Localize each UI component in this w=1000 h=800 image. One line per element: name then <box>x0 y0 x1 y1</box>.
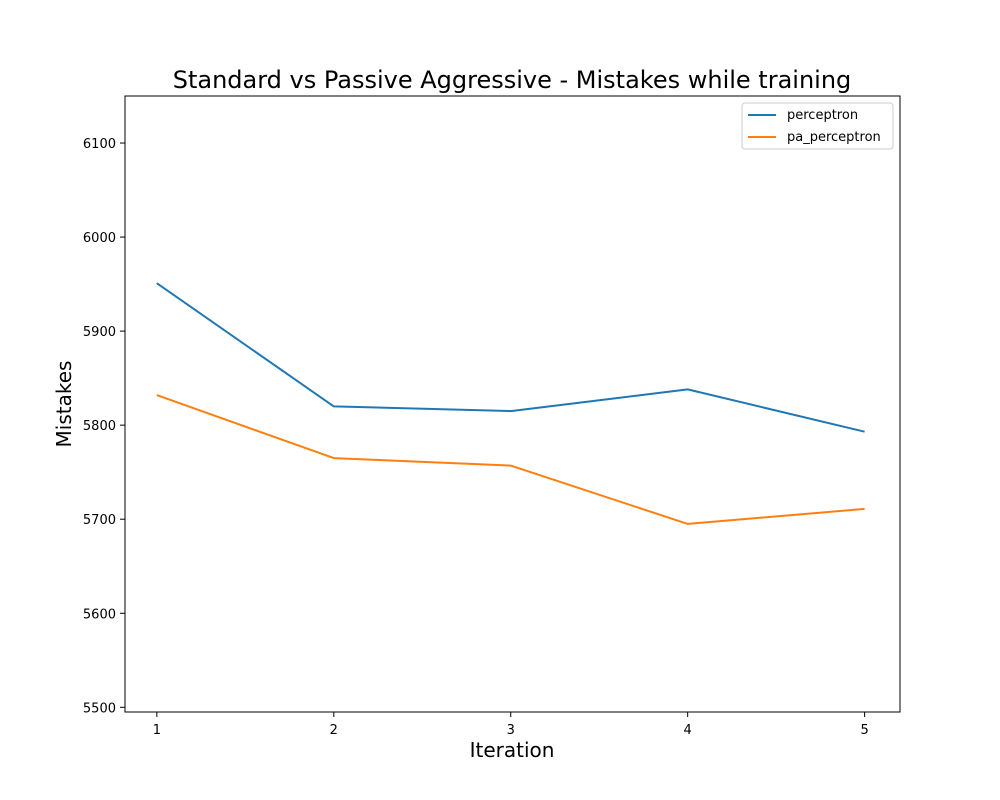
legend-label-pa_perceptron: pa_perceptron <box>787 130 881 145</box>
y-tick-label: 5500 <box>83 701 116 716</box>
y-tick-label: 5600 <box>83 607 116 622</box>
x-axis-label: Iteration <box>470 738 555 762</box>
x-axis: 1 2 3 4 5 <box>153 712 869 738</box>
x-tick-label: 1 <box>153 723 161 738</box>
series-lines <box>156 282 865 525</box>
chart-title: Standard vs Passive Aggressive - Mistake… <box>173 66 852 94</box>
series-line-pa_perceptron <box>156 394 865 525</box>
series-line-perceptron <box>156 282 865 433</box>
y-tick-label: 5800 <box>83 419 116 434</box>
y-tick-label: 6100 <box>83 137 116 152</box>
legend-label-perceptron: perceptron <box>787 108 858 123</box>
y-axis: 5500 5600 5700 5800 5900 6000 6100 <box>83 137 125 716</box>
x-tick-label: 2 <box>330 723 338 738</box>
plot-area <box>124 95 901 713</box>
x-tick-label: 3 <box>507 723 515 738</box>
x-tick-label: 4 <box>684 723 692 738</box>
y-tick-label: 5700 <box>83 513 116 528</box>
legend-box <box>741 102 894 150</box>
legend: perceptron pa_perceptron <box>741 102 894 150</box>
y-axis-label: Mistakes <box>52 361 76 448</box>
y-tick-label: 6000 <box>83 231 116 246</box>
y-tick-label: 5900 <box>83 325 116 340</box>
x-tick-label: 5 <box>860 723 868 738</box>
